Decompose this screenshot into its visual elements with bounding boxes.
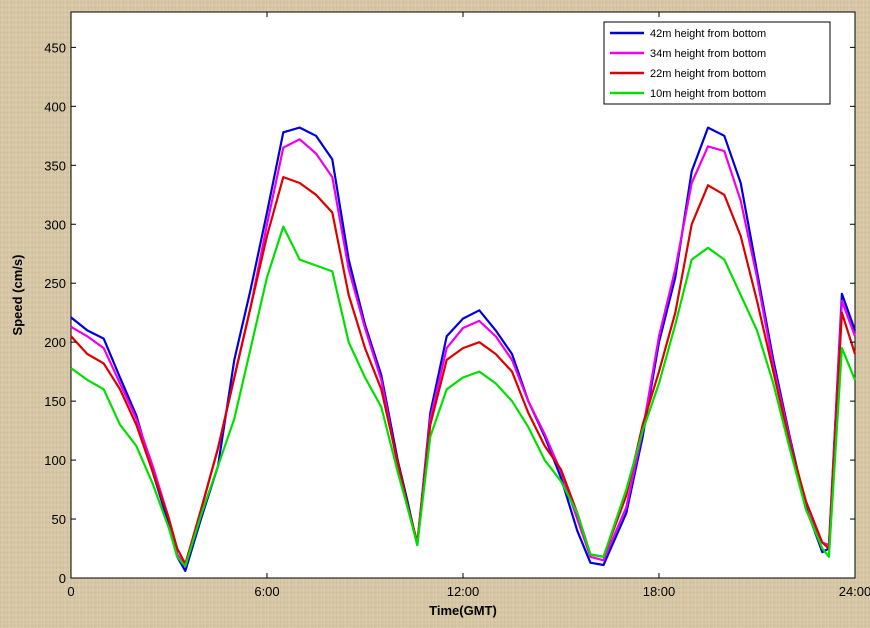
series-line-1 xyxy=(70,126,857,573)
legend-label: 10m height from bottom xyxy=(650,88,766,100)
y-tick-label: 400 xyxy=(44,99,66,114)
y-tick-label: 100 xyxy=(44,453,66,468)
plot-area xyxy=(70,11,856,579)
series-line-4 xyxy=(70,225,857,568)
y-tick-label: 150 xyxy=(44,394,66,409)
series-layer xyxy=(70,126,857,573)
x-tick-label: 0 xyxy=(67,584,74,599)
y-tick-label: 200 xyxy=(44,335,66,350)
legend-box xyxy=(603,21,831,105)
x-tick-label: 12:00 xyxy=(447,584,480,599)
legend-label: 22m height from bottom xyxy=(650,68,766,80)
y-tick-label: 250 xyxy=(44,276,66,291)
axis-layer: 0 50 100 150 200 250 300 350 400 450 0 6:00 12:00 18:… xyxy=(44,12,870,599)
y-tick-label: 350 xyxy=(44,158,66,173)
x-tick-label: 18:00 xyxy=(643,584,676,599)
y-tick-label: 450 xyxy=(44,40,66,55)
x-axis-title: Time(GMT) xyxy=(429,603,497,618)
x-tick-label: 6:00 xyxy=(254,584,279,599)
legend-label: 42m height from bottom xyxy=(650,28,766,40)
series-line-3 xyxy=(70,176,857,566)
y-tick-label: 0 xyxy=(59,571,66,586)
legend-label: 34m height from bottom xyxy=(650,48,766,60)
y-axis-title: Speed (cm/s) xyxy=(10,255,25,336)
y-tick-label: 50 xyxy=(52,512,66,527)
x-tick-label: 24:00 xyxy=(839,584,870,599)
legend: 42m height from bottom 34m height from bo… xyxy=(603,21,831,105)
y-tick-label: 300 xyxy=(44,217,66,232)
